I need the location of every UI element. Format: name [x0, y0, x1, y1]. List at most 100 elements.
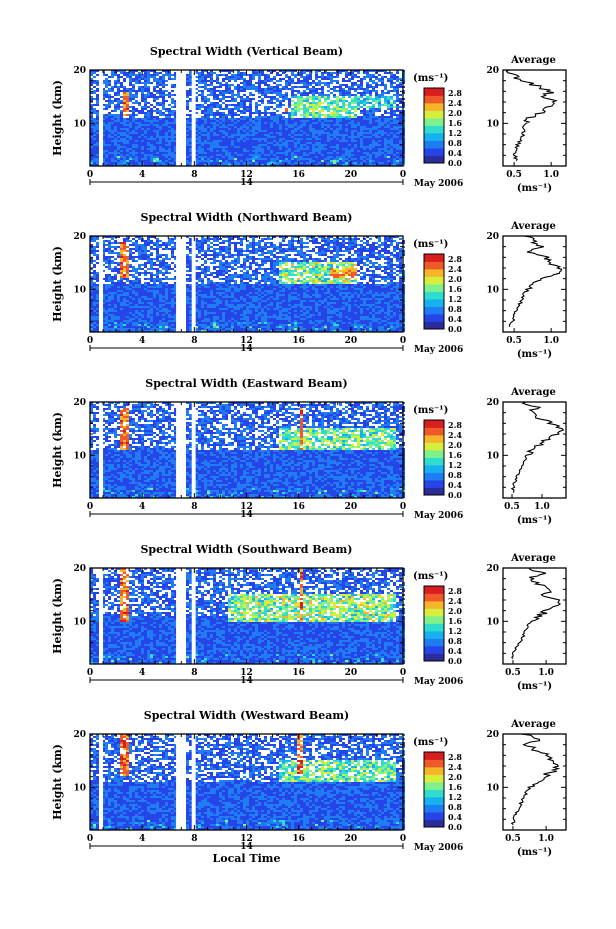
heatmap-cell	[216, 142, 219, 144]
heatmap-cell	[135, 82, 138, 84]
heatmap-cell	[282, 136, 285, 138]
heatmap-cell	[372, 146, 375, 148]
heatmap-cell	[228, 148, 231, 150]
heatmap-cell	[126, 158, 129, 160]
heatmap-cell	[396, 72, 399, 74]
heatmap-cell	[111, 88, 114, 90]
heatmap-cell	[387, 156, 390, 158]
heatmap-cell	[399, 98, 402, 100]
heatmap-cell	[339, 152, 342, 154]
heatmap-cell	[189, 90, 192, 92]
heatmap-cell	[144, 278, 147, 280]
heatmap-cell	[390, 126, 393, 128]
heatmap-cell	[357, 108, 360, 110]
heatmap-cell	[138, 312, 141, 314]
heatmap-cell	[333, 130, 336, 132]
heatmap-cell	[387, 138, 390, 140]
heatmap-cell	[135, 162, 138, 164]
heatmap-cell	[252, 138, 255, 140]
heatmap-cell	[378, 94, 381, 96]
heatmap-cell	[144, 320, 147, 322]
heatmap-cell	[243, 158, 246, 160]
heatmap-cell	[126, 108, 129, 110]
heatmap-cell	[114, 284, 117, 286]
heatmap-cell	[126, 278, 129, 280]
heatmap-cell	[279, 102, 282, 104]
heatmap-cell	[135, 154, 138, 156]
heatmap-cell	[288, 132, 291, 134]
heatmap-cell	[318, 126, 321, 128]
heatmap-cell	[93, 120, 96, 122]
heatmap-cell	[189, 82, 192, 84]
heatmap-cell	[141, 94, 144, 96]
heatmap-cell	[123, 124, 126, 126]
heatmap-cell	[267, 88, 270, 90]
heatmap-cell	[399, 110, 402, 112]
heatmap-cell	[228, 142, 231, 144]
heatmap-cell	[300, 86, 303, 88]
heatmap-cell	[132, 86, 135, 88]
heatmap-cell	[258, 134, 261, 136]
heatmap-cell	[216, 146, 219, 148]
heatmap-cell	[135, 296, 138, 298]
heatmap-cell	[171, 128, 174, 130]
heatmap-cell	[321, 156, 324, 158]
heatmap-cell	[231, 152, 234, 154]
heatmap-cell	[159, 128, 162, 130]
heatmap-cell	[132, 106, 135, 108]
heatmap-cell	[351, 140, 354, 142]
heatmap-cell	[306, 154, 309, 156]
heatmap-cell	[246, 84, 249, 86]
heatmap-cell	[165, 94, 168, 96]
heatmap-cell	[273, 148, 276, 150]
heatmap-cell	[105, 328, 108, 330]
heatmap-cell	[207, 140, 210, 142]
heatmap-cell	[267, 156, 270, 158]
heatmap-cell	[93, 140, 96, 142]
heatmap-cell	[336, 146, 339, 148]
heatmap-cell	[267, 128, 270, 130]
heatmap-cell	[204, 88, 207, 90]
heatmap-cell	[231, 104, 234, 106]
heatmap-cell	[315, 162, 318, 164]
heatmap-cell	[351, 120, 354, 122]
heatmap-cell	[162, 144, 165, 146]
heatmap-cell	[135, 136, 138, 138]
heatmap-cell	[153, 142, 156, 144]
heatmap-cell	[246, 134, 249, 136]
heatmap-cell	[252, 118, 255, 120]
heatmap-cell	[105, 96, 108, 98]
heatmap-cell	[123, 118, 126, 120]
heatmap-cell	[312, 126, 315, 128]
heatmap-cell	[168, 126, 171, 128]
heatmap-cell	[360, 120, 363, 122]
heatmap-cell	[162, 92, 165, 94]
heatmap-cell	[147, 272, 150, 274]
heatmap-cell	[231, 92, 234, 94]
heatmap-cell	[153, 158, 156, 160]
heatmap-cell	[324, 100, 327, 102]
heatmap-cell	[285, 82, 288, 84]
heatmap-cell	[132, 122, 135, 124]
heatmap-cell	[369, 84, 372, 86]
heatmap-cell	[279, 106, 282, 108]
heatmap-cell	[153, 80, 156, 82]
heatmap-cell	[171, 134, 174, 136]
heatmap-cell	[387, 158, 390, 160]
heatmap-cell	[141, 252, 144, 254]
heatmap-cell	[198, 82, 201, 84]
heatmap-cell	[354, 134, 357, 136]
heatmap-cell	[144, 108, 147, 110]
heatmap-cell	[291, 118, 294, 120]
heatmap-cell	[234, 76, 237, 78]
heatmap-cell	[213, 104, 216, 106]
heatmap-cell	[243, 138, 246, 140]
heatmap-cell	[135, 142, 138, 144]
heatmap-cell	[264, 156, 267, 158]
heatmap-cell	[123, 248, 126, 250]
heatmap-cell	[93, 240, 96, 242]
heatmap-cell	[135, 160, 138, 162]
heatmap-cell	[105, 316, 108, 318]
heatmap-cell	[153, 130, 156, 132]
heatmap-cell	[384, 96, 387, 98]
